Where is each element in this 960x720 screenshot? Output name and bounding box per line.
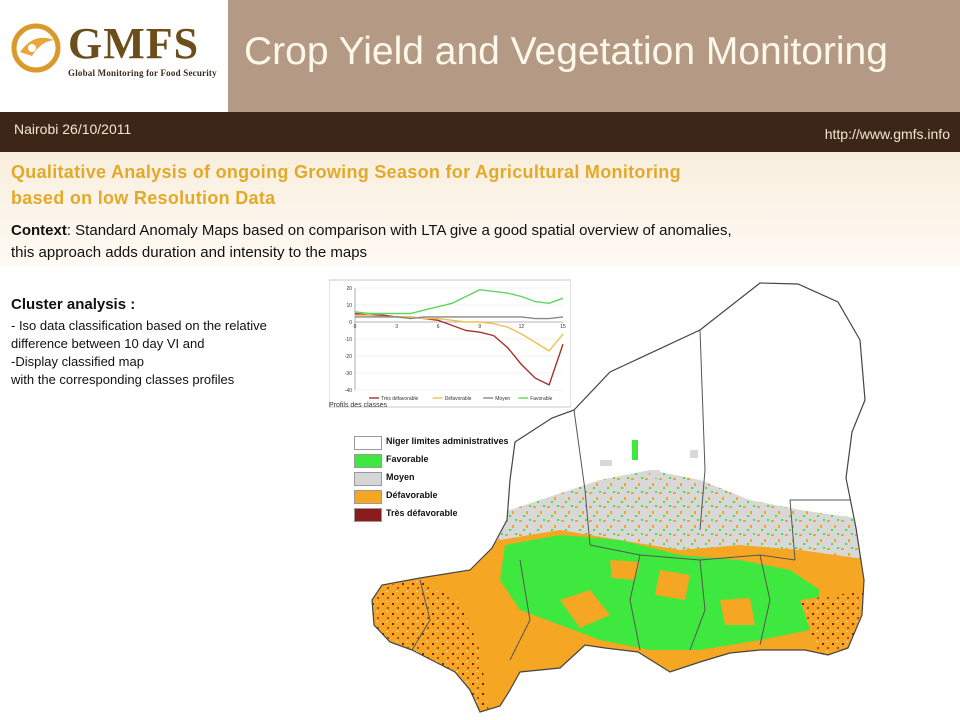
cluster-line: - Iso data classification based on the r… <box>11 318 267 333</box>
context-line-1: : Standard Anomaly Maps based on compari… <box>66 222 732 239</box>
legend-label: Moyen <box>386 472 415 482</box>
chart-legend-label: Défavorable <box>445 396 472 402</box>
y-tick-label: -20 <box>345 354 352 360</box>
website-link[interactable]: http://www.gmfs.info <box>824 126 950 142</box>
chart-caption: Profils des classes <box>329 402 387 409</box>
x-tick-label: 3 <box>395 324 398 330</box>
chart-legend-label: Moyen <box>495 396 510 402</box>
legend-swatch <box>354 490 382 504</box>
legend-item: Favorable <box>354 452 524 470</box>
context-label: Context <box>11 222 67 239</box>
cluster-analysis: Cluster analysis : - Iso data classifica… <box>11 296 331 389</box>
x-tick-label: 12 <box>519 324 525 330</box>
logo-subtitle: Global Monitoring for Food Security <box>68 68 217 78</box>
legend-item: Moyen <box>354 470 524 488</box>
legend-swatch <box>354 472 382 486</box>
gmfs-emblem-icon <box>11 23 61 73</box>
legend-item: Défavorable <box>354 488 524 506</box>
cluster-title: Cluster analysis : <box>11 296 136 313</box>
legend-label: Favorable <box>386 454 429 464</box>
context-paragraph: Context: Standard Anomaly Maps based on … <box>11 220 951 264</box>
legend-swatch <box>354 508 382 522</box>
context-line-2: this approach adds duration and intensit… <box>11 244 368 261</box>
legend-label: Niger limites administratives <box>386 436 509 446</box>
cluster-line: -Display classified map <box>11 354 144 369</box>
legend-swatch <box>354 436 382 450</box>
y-tick-label: 20 <box>346 286 352 292</box>
content-background <box>0 152 960 265</box>
y-tick-label: 10 <box>346 303 352 309</box>
y-tick-label: -40 <box>345 388 352 394</box>
date-location: Nairobi 26/10/2011 <box>14 121 132 137</box>
section-heading: Qualitative Analysis of ongoing Growing … <box>11 159 911 211</box>
heading-line-1: Qualitative Analysis of ongoing Growing … <box>11 162 681 182</box>
logo: GMFS Global Monitoring for Food Security <box>0 0 228 112</box>
class-profiles-chart: 20 10 0 -10 -20 -30 -40 0 3 6 9 12 15 Très défavorabl… <box>329 279 571 408</box>
series-line <box>354 312 564 386</box>
map-legend: Niger limites administratives Favorable … <box>354 434 524 524</box>
series-line <box>354 288 564 315</box>
legend-label: Très défavorable <box>386 508 458 518</box>
chart-legend-label: Favorable <box>530 396 552 402</box>
legend-item: Très défavorable <box>354 506 524 524</box>
y-tick-label: 0 <box>349 320 352 326</box>
y-tick-label: -10 <box>345 337 352 343</box>
y-tick-label: -30 <box>345 371 352 377</box>
title-bar: Crop Yield and Vegetation Monitoring <box>228 0 960 112</box>
logo-wordmark: GMFS <box>68 19 200 68</box>
cluster-line: with the corresponding classes profiles <box>11 372 235 387</box>
x-tick-label: 6 <box>437 324 440 330</box>
x-tick-label: 15 <box>560 324 566 330</box>
heading-line-2: based on low Resolution Data <box>11 188 276 208</box>
page-title: Crop Yield and Vegetation Monitoring <box>244 30 888 73</box>
chart-legend-label: Très défavorable <box>381 396 419 402</box>
legend-swatch <box>354 454 382 468</box>
cluster-line: difference between 10 day VI and <box>11 336 205 351</box>
legend-item: Niger limites administratives <box>354 434 524 452</box>
series-line <box>355 316 564 320</box>
x-tick-label: 0 <box>354 324 357 330</box>
x-tick-label: 9 <box>478 324 481 330</box>
legend-label: Défavorable <box>386 490 438 500</box>
date-bar: Nairobi 26/10/2011 http://www.gmfs.info <box>0 112 960 152</box>
